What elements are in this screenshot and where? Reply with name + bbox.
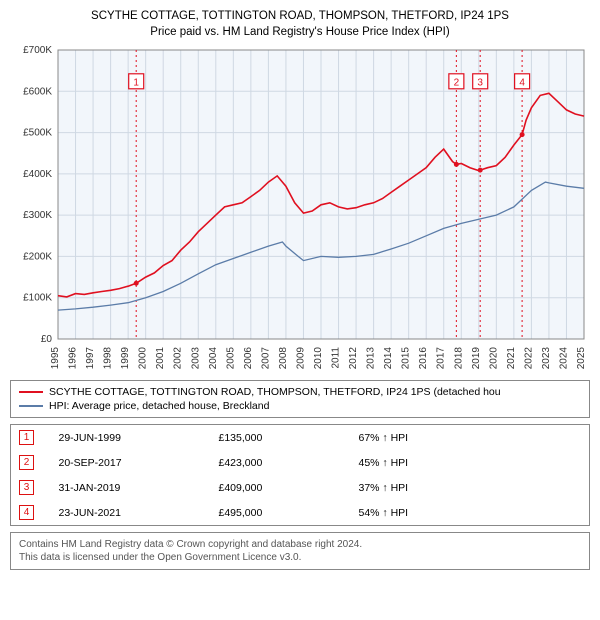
txn-price: £423,000 xyxy=(211,450,351,475)
svg-text:£700K: £700K xyxy=(23,45,52,56)
footer: Contains HM Land Registry data © Crown c… xyxy=(10,532,590,570)
svg-text:£200K: £200K xyxy=(23,252,52,263)
txn-date: 23-JUN-2021 xyxy=(51,500,211,526)
svg-text:2018: 2018 xyxy=(453,347,464,370)
svg-text:2004: 2004 xyxy=(208,347,219,370)
marker-box: 2 xyxy=(19,455,34,470)
svg-text:2006: 2006 xyxy=(243,347,254,370)
svg-text:2003: 2003 xyxy=(190,347,201,370)
svg-text:2000: 2000 xyxy=(138,347,149,370)
svg-text:2010: 2010 xyxy=(313,347,324,370)
svg-text:2025: 2025 xyxy=(576,347,587,370)
txn-pct: 37% ↑ HPI xyxy=(351,475,590,500)
footer-line2: This data is licensed under the Open Gov… xyxy=(19,551,581,564)
txn-pct: 54% ↑ HPI xyxy=(351,500,590,526)
legend-label: HPI: Average price, detached house, Brec… xyxy=(49,400,269,412)
txn-price: £409,000 xyxy=(211,475,351,500)
table-row: 3 31-JAN-2019£409,00037% ↑ HPI xyxy=(11,475,590,500)
svg-text:2012: 2012 xyxy=(348,347,359,370)
svg-text:3: 3 xyxy=(477,77,483,88)
svg-text:2019: 2019 xyxy=(471,347,482,370)
svg-text:2009: 2009 xyxy=(295,347,306,370)
svg-text:1996: 1996 xyxy=(68,347,79,370)
txn-price: £495,000 xyxy=(211,500,351,526)
svg-text:2005: 2005 xyxy=(225,347,236,370)
svg-text:4: 4 xyxy=(519,77,525,88)
title-line1: SCYTHE COTTAGE, TOTTINGTON ROAD, THOMPSO… xyxy=(10,8,590,24)
legend-swatch xyxy=(19,391,43,393)
svg-text:£400K: £400K xyxy=(23,169,52,180)
legend-item: HPI: Average price, detached house, Brec… xyxy=(19,399,581,413)
svg-text:2002: 2002 xyxy=(173,347,184,370)
legend-swatch xyxy=(19,405,43,407)
svg-text:1: 1 xyxy=(133,77,139,88)
svg-text:2015: 2015 xyxy=(401,347,412,370)
footer-line1: Contains HM Land Registry data © Crown c… xyxy=(19,538,581,551)
svg-text:2001: 2001 xyxy=(155,347,166,370)
svg-text:2024: 2024 xyxy=(558,347,569,370)
chart-container: SCYTHE COTTAGE, TOTTINGTON ROAD, THOMPSO… xyxy=(0,0,600,578)
txn-date: 20-SEP-2017 xyxy=(51,450,211,475)
txn-pct: 45% ↑ HPI xyxy=(351,450,590,475)
svg-text:2023: 2023 xyxy=(541,347,552,370)
marker-box: 3 xyxy=(19,480,34,495)
chart-svg: £0 £100K £200K £300K £400K £500K £600K £700K 199… xyxy=(10,44,590,374)
svg-text:2007: 2007 xyxy=(260,347,271,370)
table-row: 1 29-JUN-1999£135,00067% ↑ HPI xyxy=(11,425,590,451)
transaction-table: 1 29-JUN-1999£135,00067% ↑ HPI 2 20-SEP-201… xyxy=(10,424,590,526)
legend-item: SCYTHE COTTAGE, TOTTINGTON ROAD, THOMPSO… xyxy=(19,385,581,399)
svg-text:1999: 1999 xyxy=(120,347,131,370)
chart: £0 £100K £200K £300K £400K £500K £600K £700K 199… xyxy=(10,44,590,374)
svg-text:1998: 1998 xyxy=(103,347,114,370)
title-line2: Price paid vs. HM Land Registry's House … xyxy=(10,24,590,40)
marker-box: 4 xyxy=(19,505,34,520)
svg-text:2014: 2014 xyxy=(383,347,394,370)
txn-price: £135,000 xyxy=(211,425,351,451)
svg-text:2011: 2011 xyxy=(331,347,342,369)
title-block: SCYTHE COTTAGE, TOTTINGTON ROAD, THOMPSO… xyxy=(10,8,590,40)
legend-label: SCYTHE COTTAGE, TOTTINGTON ROAD, THOMPSO… xyxy=(49,386,501,398)
txn-date: 29-JUN-1999 xyxy=(51,425,211,451)
svg-text:£100K: £100K xyxy=(23,293,52,304)
svg-text:£0: £0 xyxy=(41,334,53,345)
table-row: 2 20-SEP-2017£423,00045% ↑ HPI xyxy=(11,450,590,475)
svg-text:2013: 2013 xyxy=(366,347,377,370)
svg-text:£500K: £500K xyxy=(23,128,52,139)
svg-text:2020: 2020 xyxy=(488,347,499,370)
svg-text:1997: 1997 xyxy=(85,347,96,370)
table-row: 4 23-JUN-2021£495,00054% ↑ HPI xyxy=(11,500,590,526)
txn-pct: 67% ↑ HPI xyxy=(351,425,590,451)
svg-text:£600K: £600K xyxy=(23,86,52,97)
svg-text:2016: 2016 xyxy=(418,347,429,370)
svg-text:2022: 2022 xyxy=(523,347,534,370)
svg-text:£300K: £300K xyxy=(23,210,52,221)
svg-text:2017: 2017 xyxy=(436,347,447,370)
svg-text:2: 2 xyxy=(454,77,460,88)
svg-text:2008: 2008 xyxy=(278,347,289,370)
svg-text:2021: 2021 xyxy=(506,347,517,370)
svg-text:1995: 1995 xyxy=(50,347,61,370)
marker-box: 1 xyxy=(19,430,34,445)
legend: SCYTHE COTTAGE, TOTTINGTON ROAD, THOMPSO… xyxy=(10,380,590,418)
txn-date: 31-JAN-2019 xyxy=(51,475,211,500)
